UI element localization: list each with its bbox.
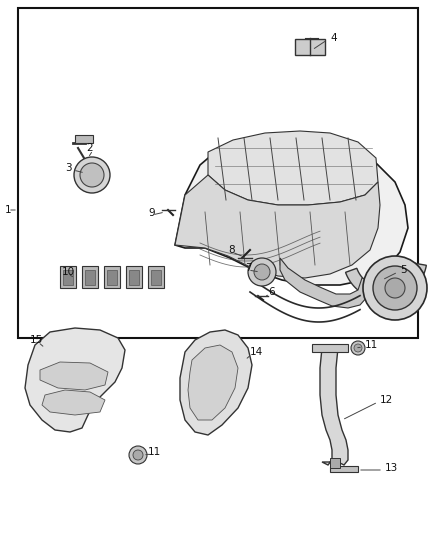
Text: 2: 2 [86, 143, 92, 153]
Bar [104, 266, 120, 288]
Polygon shape [346, 263, 426, 300]
Text: 11: 11 [148, 447, 161, 457]
Polygon shape [280, 258, 372, 308]
Circle shape [248, 258, 276, 286]
Text: 10: 10 [62, 267, 75, 277]
Bar [295, 39, 325, 55]
Text: 11: 11 [365, 340, 378, 350]
Text: 8: 8 [228, 245, 235, 255]
Polygon shape [175, 175, 380, 278]
Text: 12: 12 [380, 395, 393, 405]
Polygon shape [175, 135, 408, 285]
Text: 14: 14 [250, 347, 263, 357]
Bar [63, 270, 73, 285]
Circle shape [80, 163, 104, 187]
Text: 1: 1 [5, 205, 12, 215]
Bar [60, 266, 76, 288]
Bar [312, 344, 348, 352]
Circle shape [254, 264, 270, 280]
Bar [107, 270, 117, 285]
Text: 7: 7 [245, 263, 251, 273]
Polygon shape [180, 330, 252, 435]
Text: 6: 6 [268, 287, 275, 297]
Bar [129, 270, 139, 285]
Bar [18, 8, 418, 338]
Polygon shape [40, 362, 108, 390]
Circle shape [129, 446, 147, 464]
Bar [330, 458, 340, 468]
Bar [85, 270, 95, 285]
Text: 15: 15 [30, 335, 43, 345]
Bar [82, 266, 98, 288]
Text: 13: 13 [385, 463, 398, 473]
Text: 3: 3 [65, 163, 72, 173]
Circle shape [74, 157, 110, 193]
Polygon shape [188, 345, 238, 420]
Text: 5: 5 [400, 265, 406, 275]
Text: 9: 9 [148, 208, 155, 218]
Circle shape [373, 266, 417, 310]
Bar [75, 135, 93, 143]
Circle shape [133, 450, 143, 460]
Polygon shape [42, 390, 105, 415]
Circle shape [351, 341, 365, 355]
Bar [148, 266, 164, 288]
Polygon shape [25, 328, 125, 432]
Circle shape [354, 344, 362, 352]
Polygon shape [320, 348, 348, 465]
Circle shape [385, 278, 405, 298]
Polygon shape [208, 131, 378, 205]
Circle shape [363, 256, 427, 320]
Bar [126, 266, 142, 288]
Bar [330, 466, 358, 472]
Bar [151, 270, 161, 285]
Text: 4: 4 [330, 33, 337, 43]
